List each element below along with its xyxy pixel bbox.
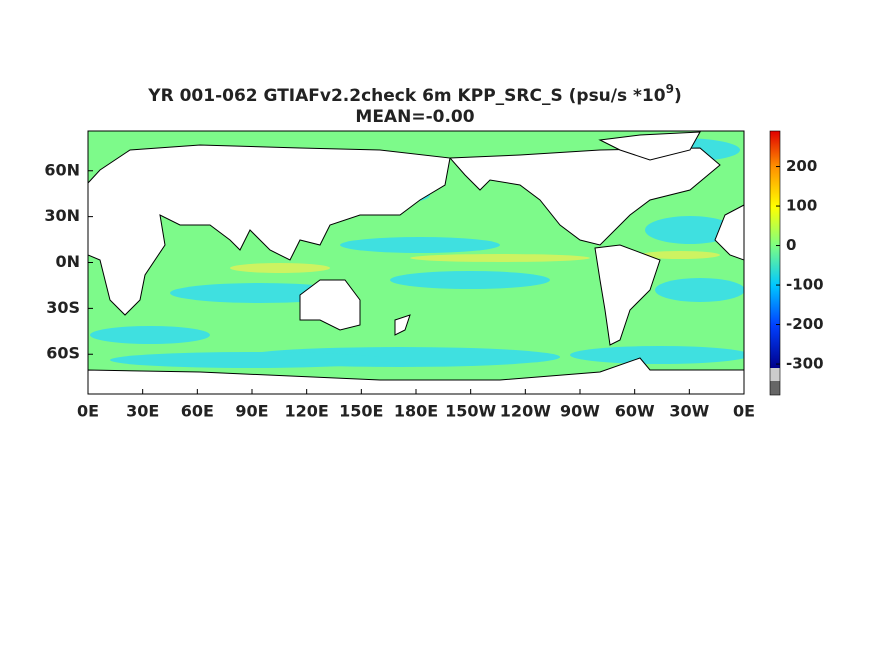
x-tick-label: 60E — [181, 402, 214, 421]
title-end: ) — [674, 86, 682, 106]
colorbar-tick-label: 100 — [786, 197, 817, 215]
y-tick-label: 30S — [46, 298, 80, 317]
colorbar-tick-label: 200 — [786, 157, 817, 175]
colorbar-tick-label: -200 — [786, 315, 824, 333]
y-tick-label: 30N — [44, 206, 80, 225]
positive-patches — [230, 251, 720, 273]
x-tick-label: 30E — [126, 402, 159, 421]
colorbar-missing — [770, 381, 780, 395]
title-superscript: 9 — [666, 82, 674, 96]
title: YR 001-062 GTIAFv2.2check 6m KPP_SRC_S (… — [147, 82, 681, 107]
colorbar-tick-label: -100 — [786, 276, 824, 294]
x-tick-label: 90E — [235, 402, 268, 421]
x-tick-label: 60W — [615, 402, 655, 421]
colorbar-frame — [769, 130, 781, 396]
x-tick-label: 0E — [77, 402, 99, 421]
x-tick-label: 180E — [394, 402, 438, 421]
x-tick-label: 150W — [445, 402, 496, 421]
y-tick-label: 60S — [46, 344, 80, 363]
land — [88, 131, 744, 394]
colorbar — [770, 131, 780, 368]
colorbar-under — [770, 368, 780, 381]
title-text: YR 001-062 GTIAFv2.2check 6m KPP_SRC_S (… — [147, 86, 665, 106]
x-tick-label: 120E — [285, 402, 329, 421]
y-tick-label: 60N — [44, 160, 80, 179]
x-tick-label: 90W — [560, 402, 600, 421]
map-field — [88, 131, 744, 394]
x-tick-label: 120W — [500, 402, 551, 421]
x-tick-label: 0E — [733, 402, 755, 421]
x-tick-label: 30W — [669, 402, 709, 421]
y-tick-label: 0N — [55, 252, 80, 271]
colorbar-tick-label: 0 — [786, 236, 796, 254]
x-tick-label: 150E — [339, 402, 383, 421]
colorbar-tick-label: -300 — [786, 355, 824, 373]
subtitle: MEAN=-0.00 — [355, 107, 474, 127]
